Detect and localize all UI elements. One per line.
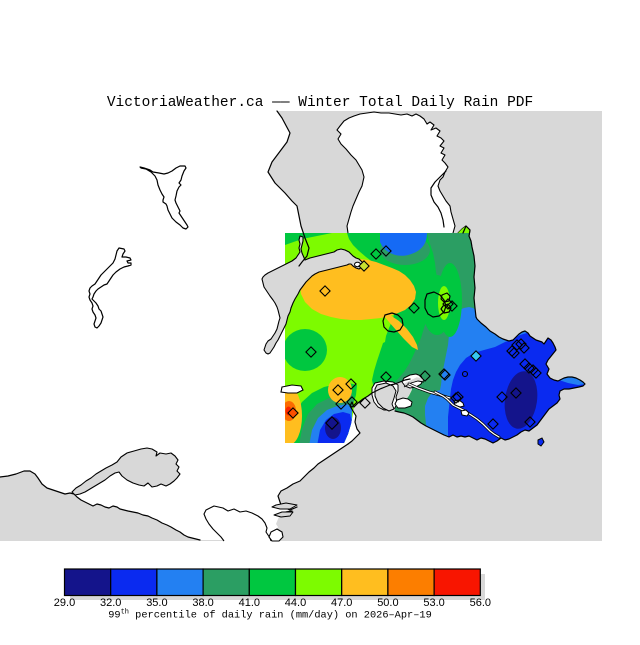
svg-text:53.0: 53.0	[423, 597, 444, 609]
svg-text:35.0: 35.0	[146, 597, 167, 609]
svg-text:99th percentile of daily rain: 99th percentile of daily rain (mm/day) o…	[108, 609, 432, 622]
svg-text:50.0: 50.0	[377, 597, 398, 609]
svg-text:29.0: 29.0	[54, 597, 75, 609]
svg-text:47.0: 47.0	[331, 597, 352, 609]
svg-text:56.0: 56.0	[470, 597, 491, 609]
svg-text:38.0: 38.0	[192, 597, 213, 609]
svg-text:41.0: 41.0	[239, 597, 260, 609]
svg-text:32.0: 32.0	[100, 597, 121, 609]
svg-text:44.0: 44.0	[285, 597, 306, 609]
svg-text:VictoriaWeather.ca —— Winter T: VictoriaWeather.ca —— Winter Total Daily…	[107, 95, 533, 111]
